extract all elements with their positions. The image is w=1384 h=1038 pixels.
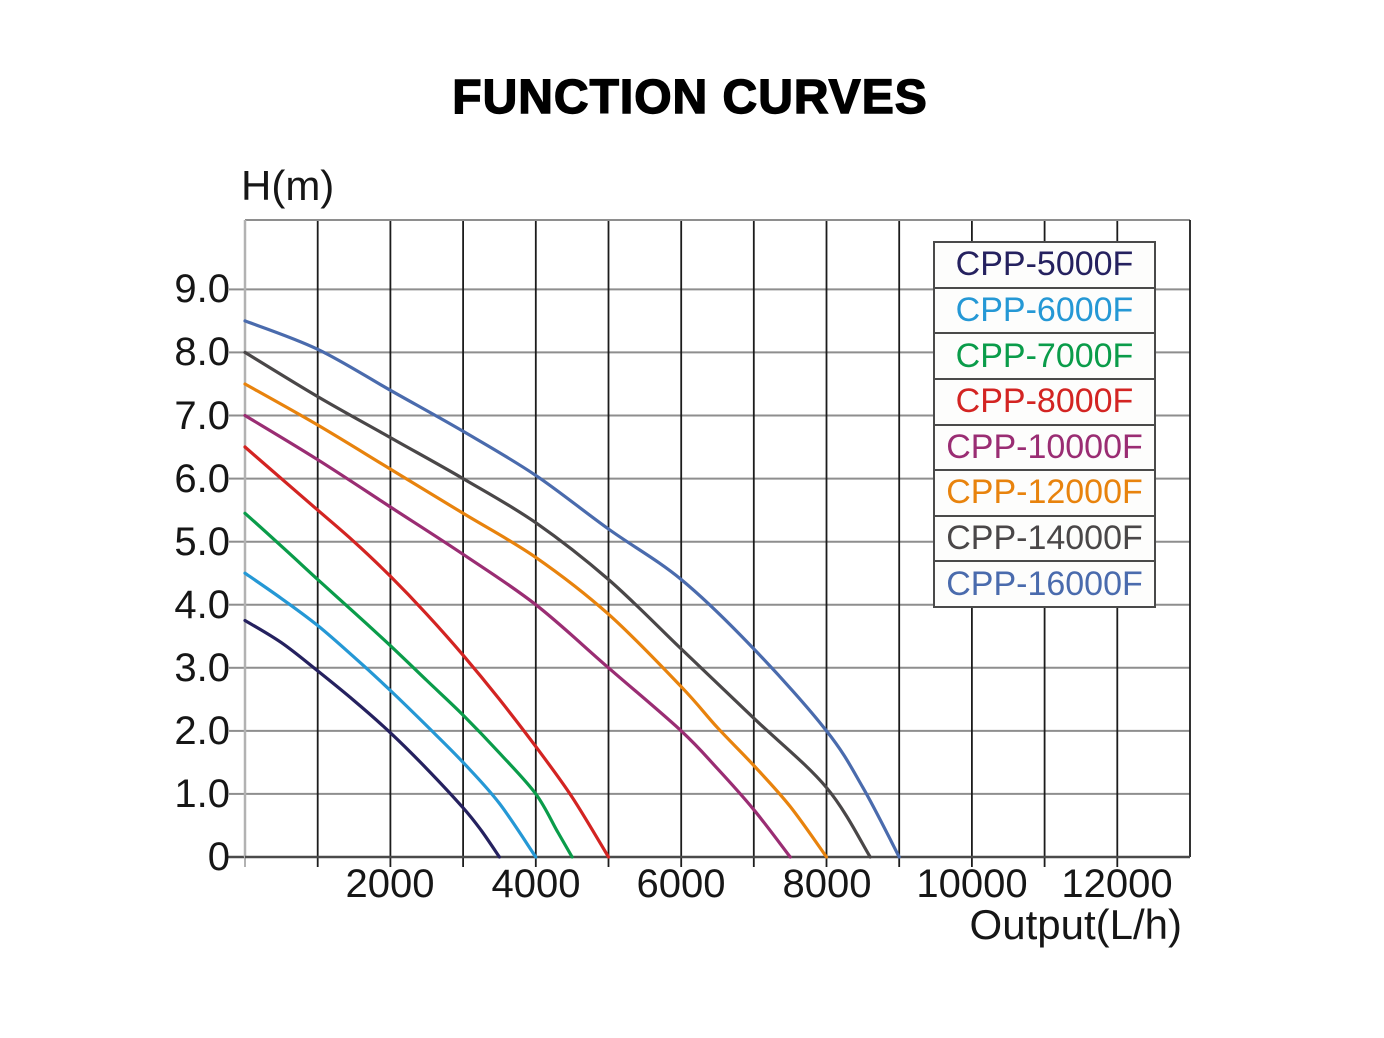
- y-tick-label-1.0: 1.0: [174, 772, 230, 816]
- plot-area: [227, 219, 1191, 867]
- y-tick-label-0: 0: [207, 835, 230, 879]
- curve-cpp-7000f: [243, 511, 574, 859]
- x-axis-title: Output(L/h): [969, 901, 1182, 948]
- curve-cpp-14000f: [243, 350, 872, 859]
- y-tick-label-4.0: 4.0: [174, 583, 230, 627]
- x-tick-label-12000: 12000: [1061, 862, 1173, 906]
- chart-title: FUNCTION CURVES: [452, 70, 928, 124]
- axis-ticks: [227, 288, 1119, 867]
- pump-curves: [243, 319, 901, 859]
- legend-item-cpp-8000f: CPP-8000F: [935, 377, 1154, 424]
- legend-item-cpp-7000f: CPP-7000F: [935, 332, 1154, 378]
- curve-cpp-6000f: [243, 571, 538, 859]
- legend-item-cpp-5000f: CPP-5000F: [935, 243, 1154, 287]
- legend-item-cpp-14000f: CPP-14000F: [935, 514, 1154, 561]
- plot-border: [243, 219, 1191, 859]
- curve-cpp-12000f: [243, 382, 829, 859]
- x-tick-label-2000: 2000: [345, 862, 435, 906]
- curve-cpp-8000f: [243, 445, 611, 859]
- legend-item-cpp-10000f: CPP-10000F: [935, 423, 1154, 470]
- vertical-gridlines: [316, 220, 1119, 857]
- x-tick-label-4000: 4000: [491, 862, 581, 906]
- legend-item-cpp-12000f: CPP-12000F: [935, 469, 1154, 515]
- y-tick-label-7.0: 7.0: [174, 394, 230, 438]
- legend-item-cpp-16000f: CPP-16000F: [935, 560, 1154, 606]
- curve-cpp-5000f: [243, 618, 501, 859]
- y-axis-title: H(m): [241, 162, 335, 209]
- legend-item-cpp-6000f: CPP-6000F: [935, 286, 1154, 333]
- y-tick-label-8.0: 8.0: [174, 330, 230, 374]
- x-tick-label-10000: 10000: [916, 862, 1028, 906]
- x-tick-label-8000: 8000: [782, 862, 872, 906]
- x-tick-label-6000: 6000: [636, 862, 726, 906]
- curve-cpp-10000f: [243, 413, 792, 859]
- legend: CPP-5000F CPP-6000F CPP-7000F CPP-8000F CPP-…: [933, 241, 1156, 608]
- curve-cpp-16000f: [243, 319, 901, 859]
- y-tick-label-9.0: 9.0: [174, 267, 230, 311]
- y-tick-label-3.0: 3.0: [174, 646, 230, 690]
- y-tick-label-2.0: 2.0: [174, 709, 230, 753]
- y-tick-label-6.0: 6.0: [174, 457, 230, 501]
- y-tick-label-5.0: 5.0: [174, 520, 230, 564]
